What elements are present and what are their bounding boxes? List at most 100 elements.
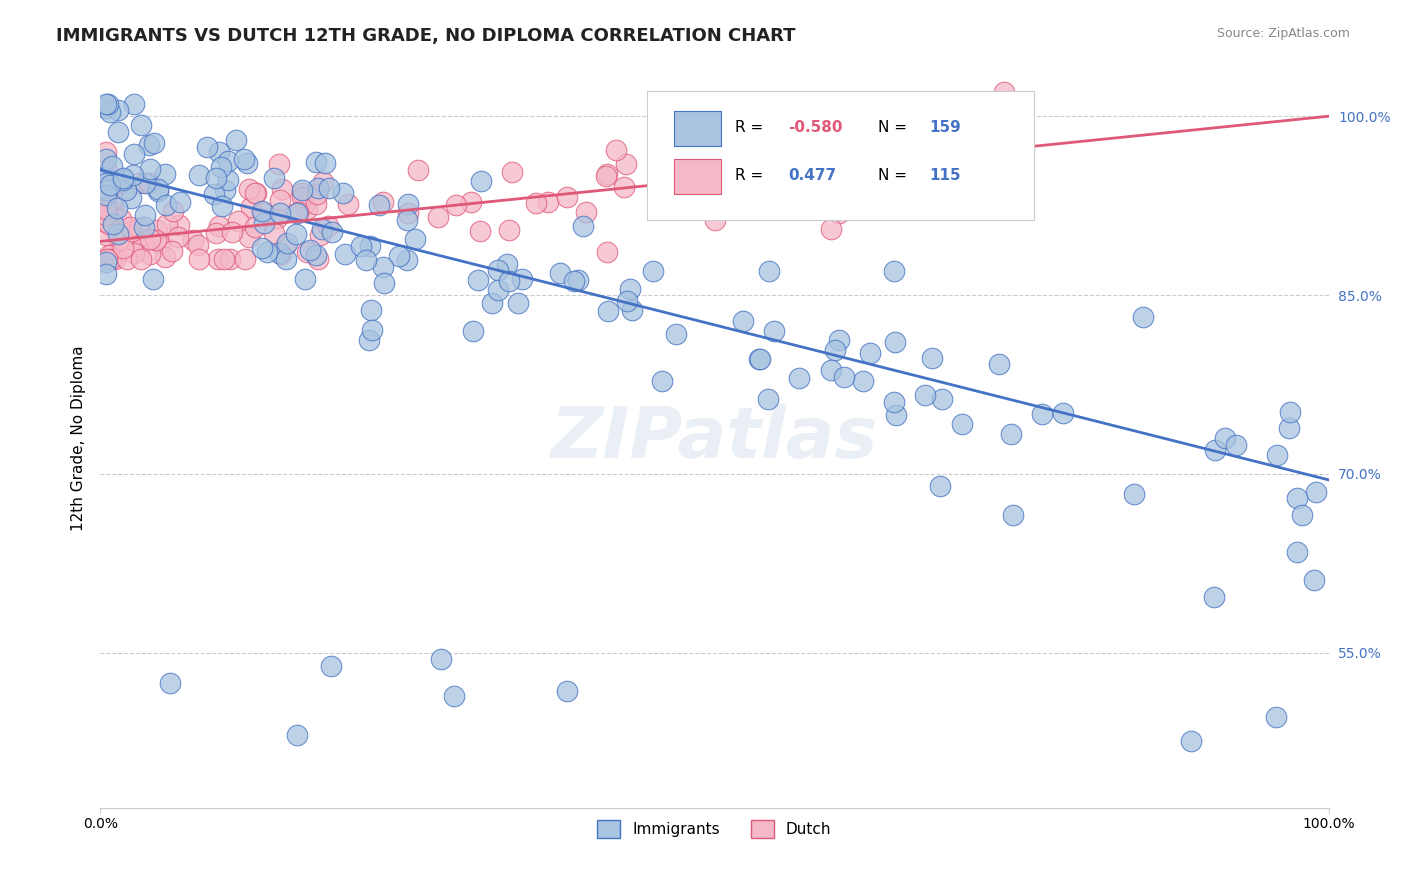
Point [138,138,160,153]
Point [187,237,209,252]
Point [129,252,152,267]
Point [276,235,298,250]
Point [122,97,145,112]
Point [444,198,467,212]
Point [294,271,316,285]
Point [318,181,340,195]
Point [299,243,322,257]
Text: IMMIGRANTS VS DUTCH 12TH GRADE, NO DIPLOMA CORRELATION CHART: IMMIGRANTS VS DUTCH 12TH GRADE, NO DIPLO… [56,27,796,45]
Point [96,252,118,267]
Point [204,226,226,240]
Point [373,276,395,290]
Point [883,395,905,409]
Point [269,193,291,207]
Point [883,334,905,349]
Point [1303,573,1326,587]
Point [665,326,688,341]
Text: Source: ZipAtlas.com: Source: ZipAtlas.com [1216,27,1350,40]
Point [291,183,314,197]
Point [110,212,132,227]
Text: 159: 159 [929,120,962,136]
Point [120,191,142,205]
Point [1278,420,1301,434]
Point [711,163,734,178]
Point [395,252,418,267]
Point [263,171,285,186]
Point [159,675,181,690]
Point [128,177,150,191]
Point [207,252,229,267]
Point [105,201,128,215]
Point [167,229,190,244]
Point [321,225,343,239]
Point [238,182,260,196]
Point [139,161,162,176]
Point [832,369,855,384]
Point [121,224,143,238]
Point [827,205,849,219]
Point [460,195,482,210]
Point [396,206,419,220]
Y-axis label: 12th Grade, No Diploma: 12th Grade, No Diploma [72,345,86,531]
Point [368,197,391,211]
Point [111,241,134,255]
Bar [673,111,720,146]
Point [481,296,503,310]
Point [96,101,118,115]
Point [276,252,298,267]
Point [848,182,870,196]
Point [859,346,882,360]
Point [928,479,950,493]
Point [396,213,419,227]
Point [620,302,643,317]
Text: ZIPatlas: ZIPatlas [551,404,879,473]
Point [250,204,273,219]
Text: 0.477: 0.477 [789,169,837,183]
Point [359,333,381,347]
Point [332,186,354,201]
Point [238,230,260,244]
Point [360,303,382,318]
Text: R =: R = [735,120,769,136]
Point [202,186,225,201]
FancyBboxPatch shape [647,91,1033,220]
Point [835,162,858,177]
Point [988,357,1011,371]
Point [100,252,122,267]
Point [1265,449,1288,463]
Point [361,323,384,337]
Point [307,181,329,195]
Point [309,227,332,242]
Point [1279,405,1302,419]
Point [312,175,335,189]
Point [145,223,167,237]
Point [461,324,484,338]
Point [253,216,276,230]
Point [96,162,118,177]
Point [571,219,593,233]
Point [1002,508,1025,522]
Point [97,248,120,262]
Point [132,219,155,234]
Point [596,167,619,181]
Point [371,260,394,275]
Point [155,217,177,231]
Point [225,133,247,147]
Point [548,266,571,280]
Point [443,690,465,704]
Point [267,156,290,170]
Point [96,145,118,160]
Point [96,202,118,216]
Point [510,272,533,286]
Point [849,173,872,187]
Point [273,239,295,253]
Point [270,247,292,261]
Point [240,201,263,215]
Point [138,177,160,191]
Point [96,252,118,267]
Point [139,232,162,246]
Point [214,183,236,197]
Point [96,255,118,269]
Point [221,225,243,239]
Point [596,303,619,318]
